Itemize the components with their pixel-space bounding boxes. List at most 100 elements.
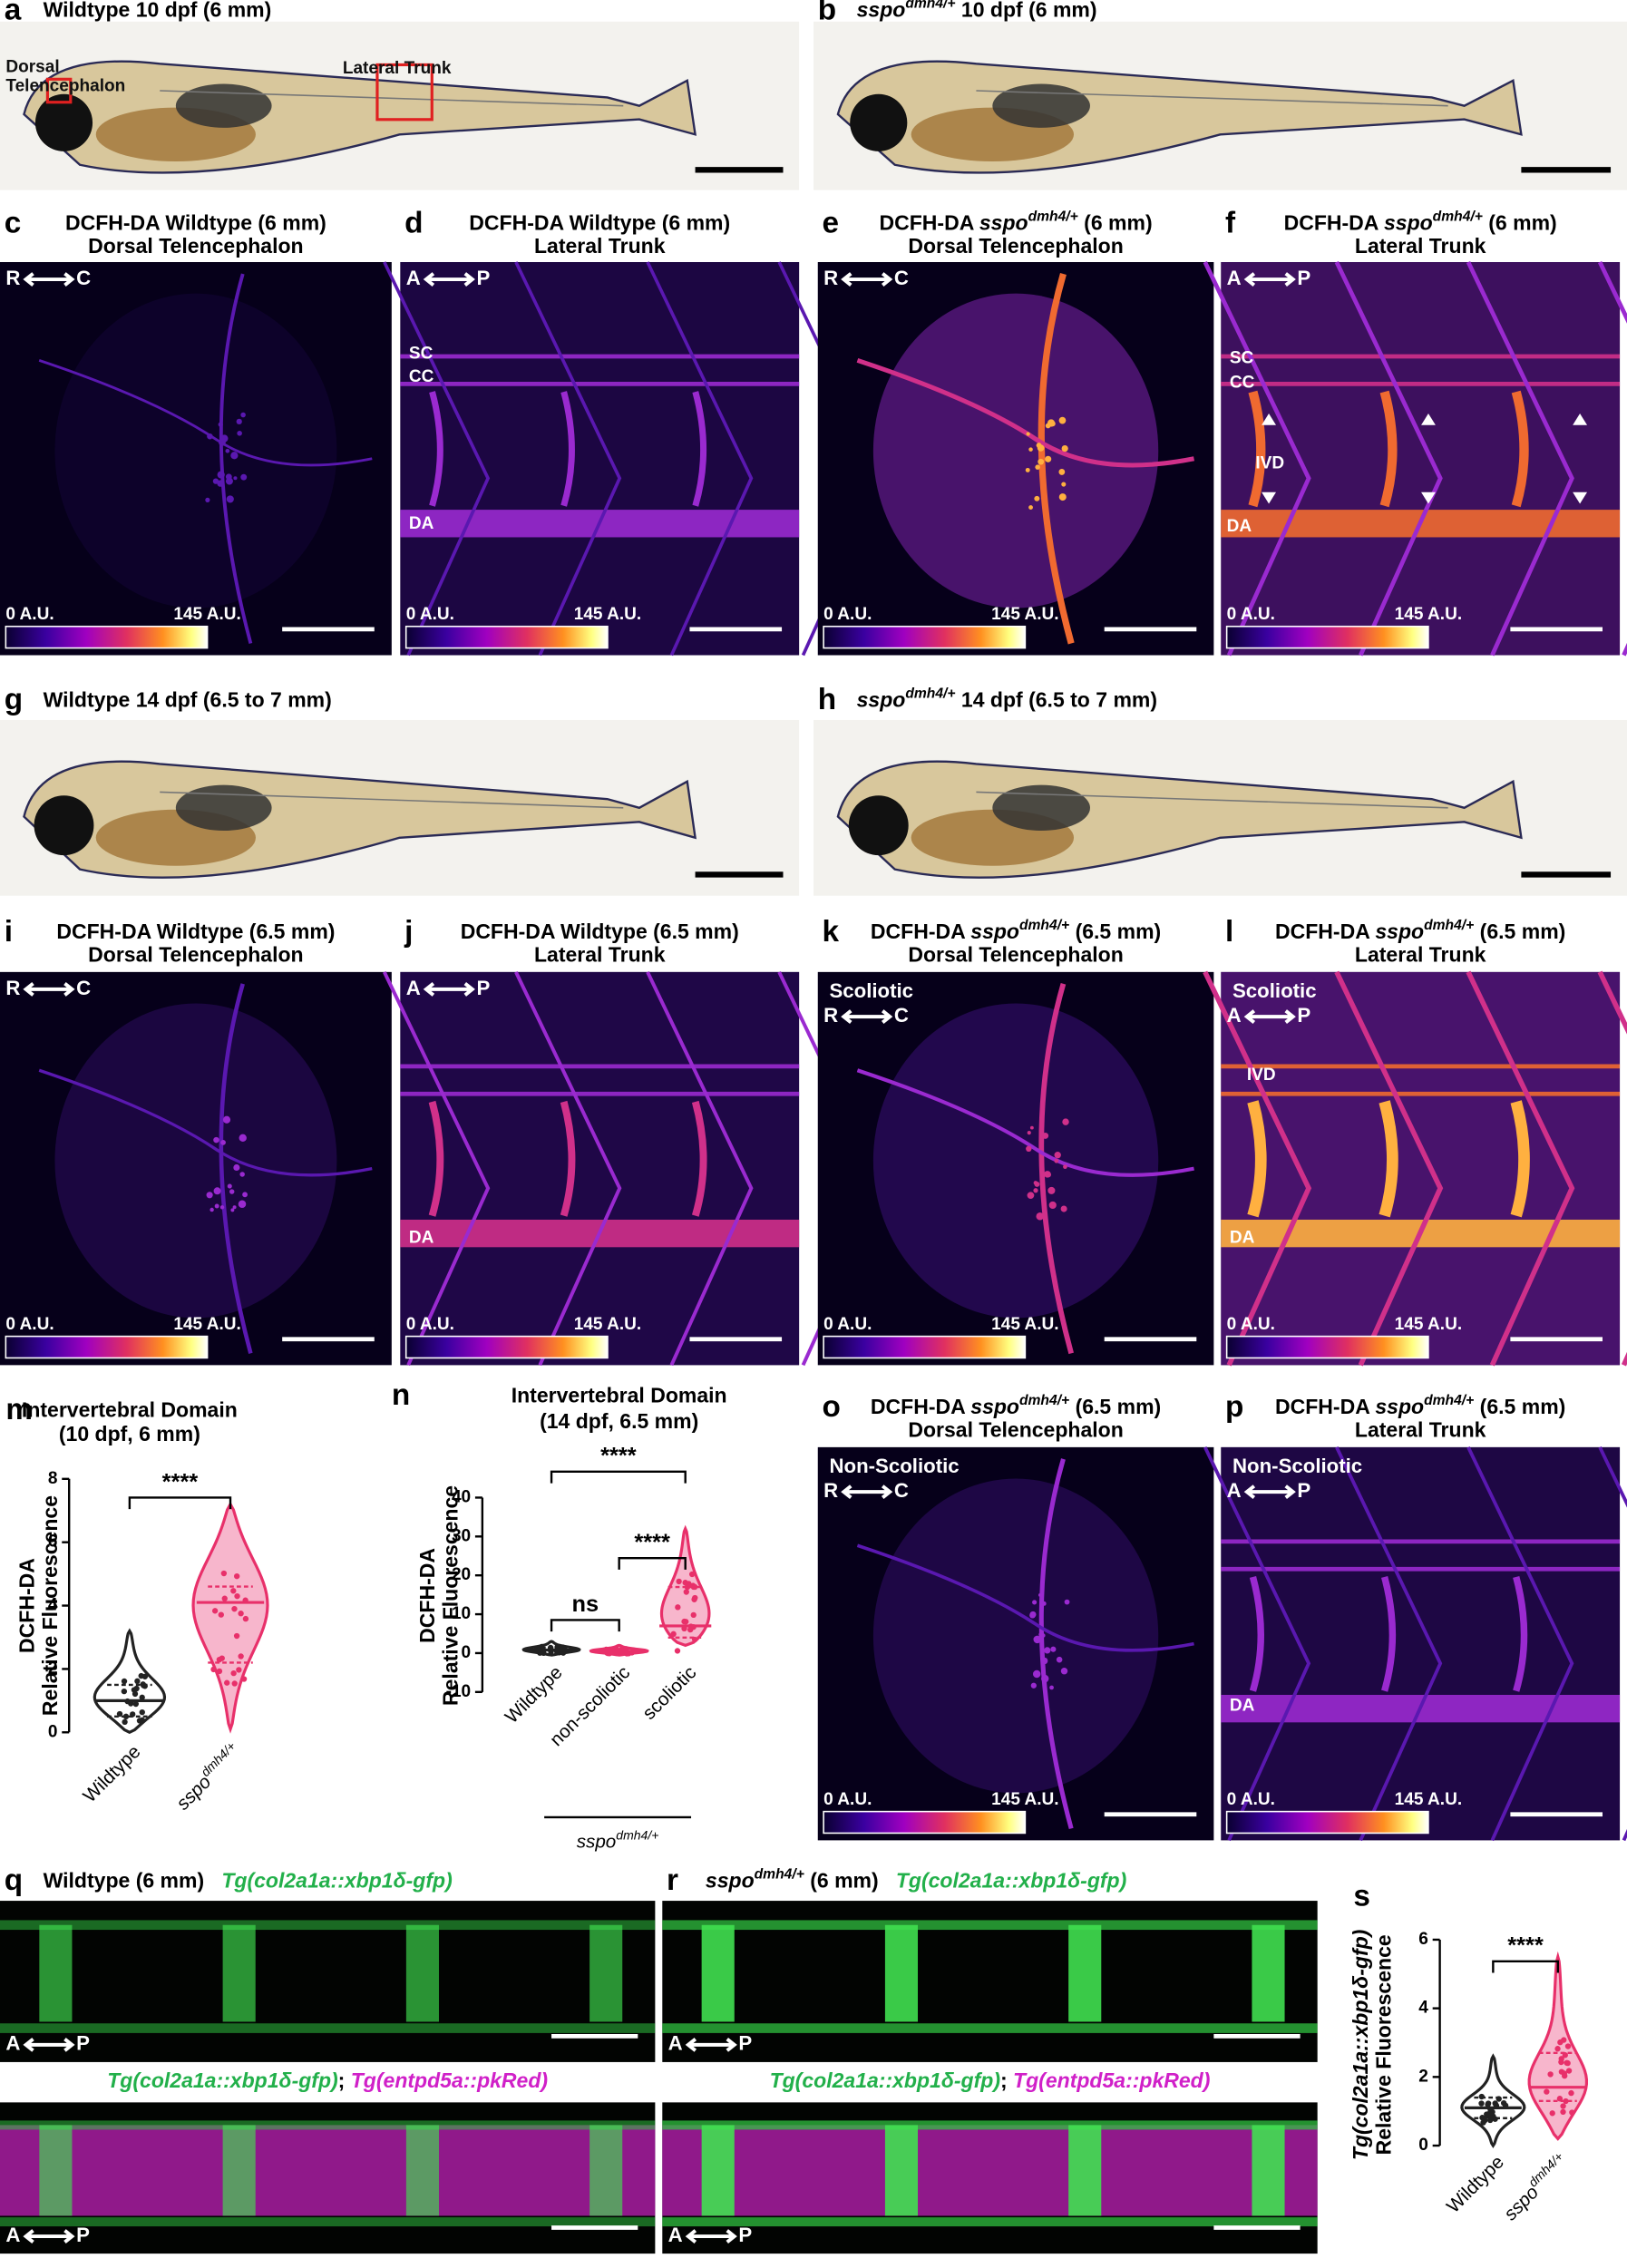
cell-signal	[242, 1192, 248, 1198]
vertebra-edge	[428, 1100, 444, 1217]
significance-bracket	[1492, 1960, 1559, 1973]
significance-bracket	[128, 1496, 232, 1510]
significance-bracket	[550, 1619, 620, 1632]
panel-letter: d	[404, 207, 423, 240]
panel-title: Lateral Trunk	[534, 234, 666, 258]
violin	[1460, 2053, 1526, 2148]
text-run: dmh4/+	[1019, 918, 1069, 933]
data-point	[121, 1678, 128, 1685]
data-point	[134, 1678, 141, 1685]
gfp-intervertebral	[589, 2125, 623, 2216]
cell-signal	[222, 1115, 231, 1124]
significance-label: ****	[634, 1530, 670, 1555]
orientation-label: A	[1227, 267, 1242, 289]
roi-box	[45, 77, 73, 104]
text-run: scoliotic	[638, 1662, 700, 1724]
cell-signal	[1060, 1205, 1067, 1212]
colorbar-label: 0 A.U.	[823, 605, 872, 624]
text-run: (6.5 mm)	[1474, 920, 1565, 943]
cell-signal	[1061, 482, 1067, 487]
text-run: dmh4/+	[616, 1827, 658, 1842]
orientation-label: P	[476, 267, 490, 289]
data-point	[1569, 2109, 1575, 2116]
y-axis-label: DCFH-DA	[415, 1548, 439, 1643]
swim-bladder	[992, 784, 1090, 832]
colorbar-label: 145 A.U.	[1395, 1790, 1462, 1809]
cell-signal	[1064, 1599, 1070, 1605]
panel-title: Dorsal Telencephalon	[908, 1417, 1123, 1441]
cell-signal	[1036, 1212, 1045, 1221]
text-run: dmh4/+	[755, 1866, 804, 1882]
tissue-glow	[54, 293, 337, 608]
vertebra-edge	[560, 1100, 576, 1217]
text-run: Tg(col2a1a::xbp1δ-gfp)	[1349, 1930, 1372, 2160]
panel-letter: o	[823, 1390, 841, 1424]
text-run: dmh4/+	[1525, 2149, 1566, 2190]
tissue-glow	[872, 1003, 1159, 1319]
text-run: sspo	[577, 1832, 617, 1853]
text-run: Wildtype (6 mm)	[44, 1869, 222, 1893]
cell-signal	[1060, 1667, 1068, 1675]
data-point	[230, 1588, 237, 1594]
orientation-label: P	[76, 2032, 90, 2055]
cell-signal	[1062, 1118, 1069, 1125]
gfp-intervertebral	[39, 1924, 73, 2022]
text-run: ;	[338, 2068, 351, 2092]
data-point	[1558, 2068, 1565, 2075]
colorbar	[1225, 1810, 1429, 1835]
chart-title: (14 dpf, 6.5 mm)	[540, 1409, 698, 1433]
cell-signal	[1025, 467, 1030, 472]
micrograph	[0, 971, 392, 1366]
data-point	[211, 1608, 219, 1614]
colorbar	[1225, 1335, 1429, 1359]
cell-signal	[213, 1187, 221, 1195]
data-point	[1564, 2059, 1571, 2067]
cell-signal	[214, 1203, 219, 1209]
cell-signal	[1041, 1601, 1047, 1606]
panel-letter: a	[5, 0, 22, 27]
text-run: Relative Fluorescence	[439, 1485, 463, 1706]
data-point	[690, 1611, 697, 1619]
y-tick-label: 0	[462, 1643, 472, 1662]
panel-title: DCFH-DA Wildtype (6 mm)	[469, 211, 730, 235]
roi-box	[375, 63, 434, 122]
text-run: Wildtype	[502, 1662, 567, 1728]
vertebra-edge	[1379, 390, 1398, 508]
data-point	[683, 1589, 689, 1595]
panel-title: sspodmh4/+ 14 dpf (6.5 to 7 mm)	[857, 686, 1157, 711]
cell-signal	[1027, 1192, 1035, 1200]
text-run: dmh4/+	[198, 1738, 239, 1779]
data-point	[219, 1655, 225, 1661]
cell-signal	[1054, 1152, 1061, 1159]
text-run: dmh4/+	[1433, 209, 1483, 224]
panel-title: DCFH-DA Wildtype (6 mm)	[65, 211, 326, 235]
y-tick-label: 0	[48, 1722, 58, 1741]
colorbar-label: 145 A.U.	[574, 605, 641, 624]
y-tick-label: 4	[1418, 1999, 1428, 2018]
vessel	[1038, 983, 1074, 1355]
text-run: sspo	[706, 1869, 755, 1893]
data-point	[1554, 2046, 1561, 2052]
gfp-edge	[662, 1920, 1318, 1931]
cell-signal	[220, 434, 229, 443]
text-run: sspo	[1375, 920, 1424, 943]
cell-signal	[218, 422, 223, 427]
cell-signal	[225, 448, 230, 453]
tissue-glow	[872, 293, 1159, 608]
colorbar-label: 145 A.U.	[991, 1790, 1058, 1809]
eye	[848, 795, 909, 856]
data-point	[1500, 2099, 1507, 2107]
orientation-label: R	[823, 1479, 838, 1502]
cell-signal	[1048, 1201, 1057, 1210]
gfp-intervertebral	[1252, 2125, 1285, 2216]
cell-signal	[1029, 1611, 1036, 1619]
data-point	[1568, 2089, 1574, 2097]
panel-title: Lateral Trunk	[1355, 234, 1486, 258]
gfp-edge	[662, 2120, 1318, 2130]
panel-title: Lateral Trunk	[1355, 942, 1486, 966]
orientation-label: P	[76, 2224, 90, 2246]
cell-signal	[1047, 1186, 1056, 1194]
colorbar-label: 145 A.U.	[173, 1315, 240, 1334]
text-run: Wildtype	[80, 1741, 145, 1806]
